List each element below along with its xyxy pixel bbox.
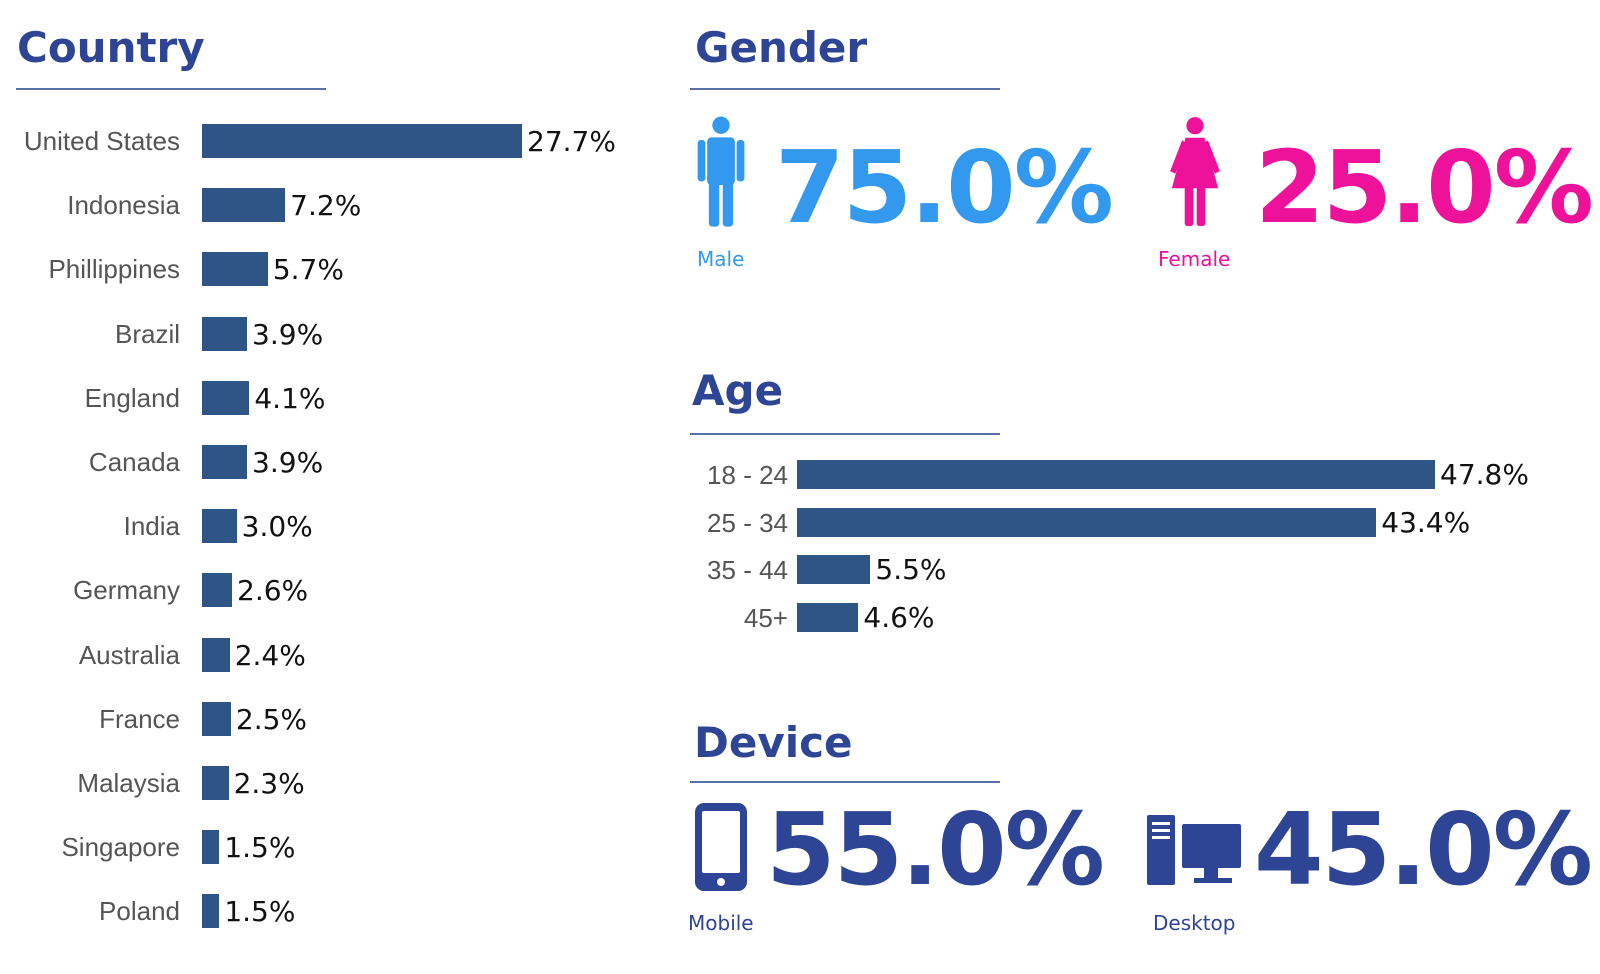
age-value-35-44: 5.5% [875,553,947,586]
female-percentage: 25.0% [1255,129,1594,246]
country-value-malaysia: 2.3% [233,767,305,800]
country-value-england: 4.1% [254,381,326,415]
device-heading: Device [694,718,853,767]
country-label-singapore: Singapore [61,832,180,863]
male-icon [697,116,745,227]
country-label-indonesia: Indonesia [67,190,180,221]
country-bar-germany [202,573,233,608]
device-heading-rule [690,781,1000,783]
gender-heading-rule [690,88,1000,90]
country-label-phillippines: Phillippines [48,254,180,285]
desktop-percentage: 45.0% [1254,791,1593,908]
country-bar-france [202,701,231,736]
gender-heading: Gender [695,23,868,72]
country-bar-brazil [202,316,248,351]
age-bar-18-24 [797,460,1435,489]
country-heading-rule [16,88,326,90]
desktop-label: Desktop [1153,911,1236,935]
age-label-35-44: 35 - 44 [707,555,788,585]
desktop-computer-icon [1147,815,1241,885]
country-label-malaysia: Malaysia [77,768,180,798]
age-label-45: 45+ [743,602,788,633]
country-label-brazil: Brazil [114,318,180,349]
country-value-brazil: 3.9% [252,317,324,351]
country-label-germany: Germany [73,575,180,606]
country-bar-poland [202,894,220,929]
country-value-india: 3.0% [241,510,313,544]
age-bar-45 [797,602,859,632]
country-value-france: 2.5% [235,702,308,736]
female-icon [1170,117,1220,226]
country-value-singapore: 1.5% [224,831,296,865]
country-value-germany: 2.6% [237,574,309,608]
country-label-india: India [123,511,180,542]
female-label: Female [1158,247,1231,271]
country-bar-indonesia [202,188,286,223]
age-value-25-34: 43.4% [1381,505,1471,539]
country-bar-india [202,509,237,544]
age-value-18-24: 47.8% [1440,458,1529,491]
country-label-united-states: United States [23,126,180,156]
mobile-phone-icon [695,803,747,891]
mobile-label: Mobile [688,911,754,935]
age-heading-rule [690,433,1000,435]
male-percentage: 75.0% [775,129,1114,246]
male-label: Male [697,247,745,271]
country-value-poland: 1.5% [224,895,296,929]
age-value-45: 4.6% [863,600,935,634]
country-label-australia: Australia [78,639,180,670]
country-bar-canada [202,445,248,479]
country-bar-australia [202,637,230,672]
country-label-poland: Poland [99,896,180,927]
age-bar-35-44 [797,555,871,584]
country-value-australia: 2.4% [234,638,306,672]
age-bar-25-34 [797,507,1377,537]
country-bar-united-states [202,124,522,158]
country-value-phillippines: 5.7% [272,253,344,287]
country-value-indonesia: 7.2% [290,189,362,223]
country-label-canada: Canada [88,447,180,477]
country-label-england: England [84,382,180,413]
country-label-france: France [99,703,180,734]
age-label-18-24: 18 - 24 [707,460,788,490]
country-bar-singapore [202,830,220,865]
country-value-united-states: 27.7% [527,125,616,158]
mobile-percentage: 55.0% [766,791,1105,908]
country-bar-malaysia [202,766,229,800]
country-value-canada: 3.9% [252,446,324,479]
country-bar-england [202,380,250,415]
country-bar-phillippines [202,252,268,287]
age-label-25-34: 25 - 34 [707,507,788,538]
age-heading: Age [692,366,784,415]
country-heading: Country [17,23,205,72]
